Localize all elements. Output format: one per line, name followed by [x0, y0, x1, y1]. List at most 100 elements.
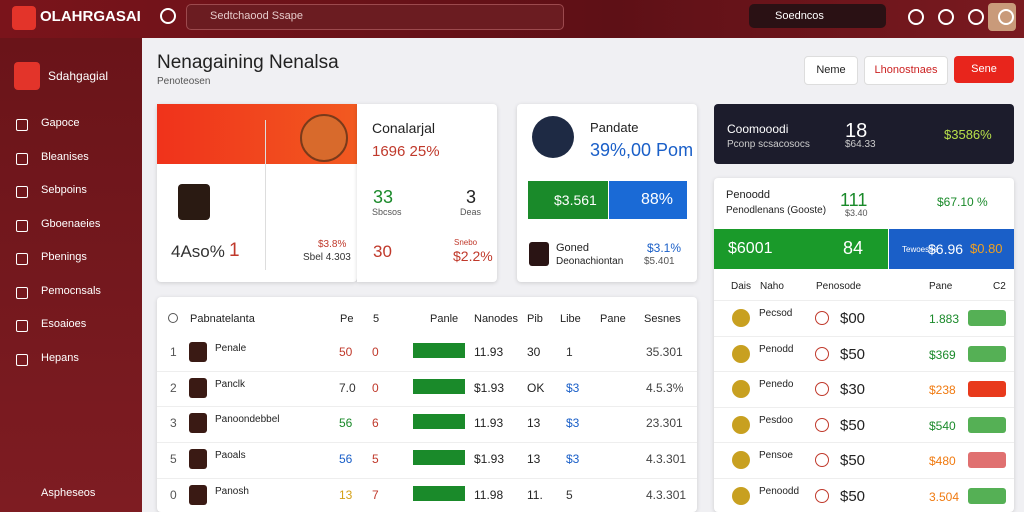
card4-right: $67.10 % [937, 195, 988, 209]
table-header[interactable]: Pane [600, 313, 626, 325]
card1-bottom-right-top: Snebo [454, 238, 478, 247]
side-icon [815, 453, 829, 467]
v2: 5 [372, 452, 379, 467]
side-name[interactable]: Pecsod [759, 308, 793, 319]
logo-title: OLAHRGASAI [40, 8, 141, 25]
v3: $1.93 [474, 452, 505, 467]
card2-score: 39%,00 Pom [590, 140, 694, 160]
nav-item[interactable]: Gboenaeies [41, 217, 101, 230]
nav-item[interactable]: Pemocnsals [41, 284, 101, 297]
logo-icon [12, 6, 36, 30]
card1-right [357, 104, 497, 282]
nav-item[interactable]: Sebpoins [41, 184, 87, 196]
team-name[interactable]: Panclk [215, 378, 246, 390]
side-name[interactable]: Penoodd [759, 485, 800, 497]
v4: 30 [527, 345, 541, 359]
rank: 3 [170, 416, 177, 431]
card1-bottom-left: 4Aso% [171, 242, 225, 261]
team-name[interactable]: Penale [215, 343, 247, 354]
nav-footer[interactable]: Aspheseos [41, 487, 96, 499]
card4-blue [889, 229, 1014, 269]
table-header[interactable]: Sesnes [644, 313, 681, 325]
team-name[interactable]: Panosh [215, 485, 249, 497]
v1: 56 [339, 452, 353, 467]
card2-row-value2: $5.401 [644, 256, 675, 267]
nav-icon[interactable] [16, 253, 28, 265]
search-box[interactable] [186, 4, 564, 30]
table-header[interactable]: Libe [560, 313, 581, 325]
v6: 23.301 [646, 416, 683, 431]
nav-icon[interactable] [16, 119, 28, 131]
side-header[interactable]: C2 [993, 281, 1006, 292]
notify-icon[interactable] [938, 9, 954, 25]
notify-icon[interactable] [908, 9, 924, 25]
nav-item[interactable]: Bleanises [41, 150, 89, 163]
right-search-text: Soedncos [775, 10, 824, 22]
notify-icon[interactable] [968, 9, 984, 25]
pill [413, 485, 465, 501]
button[interactable]: Sene [954, 56, 1014, 83]
side-pill[interactable] [968, 487, 1006, 504]
side-price: $50 [840, 416, 866, 434]
side-icon [815, 488, 829, 503]
nav-item[interactable]: Hepans [41, 351, 79, 364]
notify-icon[interactable] [998, 9, 1014, 25]
side-name[interactable]: Penodd [759, 343, 794, 355]
side-header[interactable]: Dais [731, 281, 752, 292]
side-header[interactable]: Pane [929, 281, 953, 292]
v1: 13 [339, 487, 353, 502]
page-title: Nenagaining Nenalsa [157, 52, 339, 73]
table-header[interactable]: Nanodes [474, 313, 519, 325]
card1-name: Conalarjal [372, 120, 436, 136]
table-header[interactable]: 5 [373, 313, 380, 325]
right-search[interactable] [749, 4, 886, 28]
nav-icon[interactable] [16, 186, 28, 198]
side-pill[interactable] [968, 452, 1006, 468]
table-header[interactable]: Panle [430, 313, 459, 325]
side-name[interactable]: Pensoe [759, 450, 793, 461]
nav-icon[interactable] [16, 286, 28, 299]
search-icon[interactable] [160, 8, 176, 24]
v2: 0 [372, 380, 379, 395]
v5: $3 [566, 452, 580, 467]
nav-icon[interactable] [16, 320, 28, 332]
card1-mid-top: $3.8% [318, 239, 347, 250]
side-header[interactable]: Naho [760, 281, 784, 292]
button[interactable]: Lhonostnaes [864, 56, 948, 85]
pill [413, 414, 465, 430]
button[interactable]: Neme [804, 56, 858, 85]
nav-item[interactable]: Pbenings [41, 251, 87, 263]
side-pill[interactable] [968, 381, 1006, 397]
nav-icon[interactable] [16, 219, 28, 232]
page-subtitle: Penoteosen [157, 76, 211, 87]
side-row-line [714, 335, 1014, 337]
side-value: 3.504 [929, 489, 960, 504]
side-row-line [714, 371, 1014, 372]
nav-item[interactable]: Gapoce [41, 117, 80, 129]
side-header[interactable]: Penosode [816, 281, 862, 292]
card1-ball [300, 114, 348, 162]
side-value: $480 [929, 454, 956, 468]
nav-icon[interactable] [16, 152, 28, 165]
table-header[interactable]: Pib [527, 313, 543, 325]
nav-item[interactable]: Esoaioes [41, 318, 87, 330]
table-header-icon [168, 313, 178, 323]
side-logo [732, 344, 750, 363]
side-pill[interactable] [968, 345, 1006, 362]
card3 [714, 104, 1014, 164]
side-pill[interactable] [968, 310, 1006, 326]
table-header[interactable]: Pabnatelanta [190, 313, 255, 325]
side-icon [815, 417, 829, 432]
nav-icon[interactable] [16, 353, 28, 366]
side-name[interactable]: Pesdoo [759, 414, 793, 426]
team-name[interactable]: Paoals [215, 450, 246, 462]
card4-blue-value2: $0.80 [970, 241, 1003, 256]
side-value: $369 [929, 347, 956, 362]
table-header[interactable]: Pe [340, 313, 354, 325]
side-pill[interactable] [968, 416, 1006, 433]
side-name[interactable]: Penedo [759, 379, 794, 390]
team-name[interactable]: Panoondebbel [215, 414, 280, 426]
brand: Sdahgagial [48, 69, 109, 83]
side-row-line [714, 300, 1014, 301]
side-row-line [714, 442, 1014, 443]
